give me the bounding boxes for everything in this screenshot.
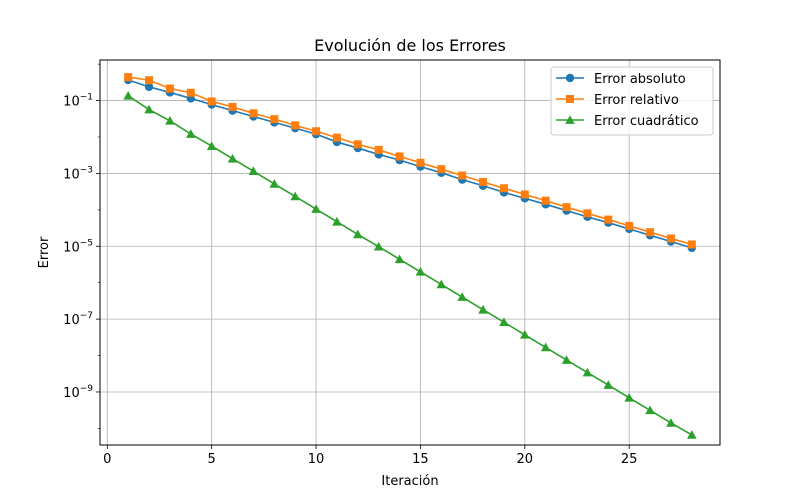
data-point [499, 317, 509, 327]
y-tick-label: 10−9 [63, 384, 93, 401]
legend-label: Error cuadrático [594, 114, 699, 129]
series-line [127, 79, 693, 249]
series-error-cuadrático [123, 91, 697, 439]
data-point [540, 342, 551, 352]
legend: Error absoluto Error relativo Error cuadrá… [550, 66, 714, 136]
data-point [248, 166, 259, 176]
data-point [249, 109, 258, 118]
data-point [395, 152, 404, 161]
data-point [478, 304, 488, 314]
data-point [666, 418, 676, 427]
legend-entry: Error relativo [556, 93, 679, 108]
series-line [128, 76, 693, 246]
data-point [394, 254, 405, 264]
data-point [311, 204, 321, 213]
series-error-relativo [124, 73, 696, 249]
data-point [646, 228, 655, 237]
data-point [227, 153, 238, 163]
data-point [332, 133, 341, 142]
data-point [165, 116, 175, 125]
y-tick-label: 10−7 [63, 311, 93, 328]
data-point [625, 221, 634, 230]
data-point [165, 84, 174, 93]
data-point [123, 91, 133, 100]
x-tick-label: 25 [621, 452, 638, 467]
data-point [373, 241, 384, 251]
data-point [458, 171, 467, 180]
y-axis-label: Error [37, 236, 52, 268]
data-point [624, 393, 634, 402]
data-point [186, 88, 195, 97]
data-point [645, 405, 655, 415]
data-point [416, 158, 425, 167]
legend-marker [566, 95, 574, 103]
data-point [374, 145, 383, 154]
x-axis-label: Iteración [381, 474, 438, 489]
data-point [687, 430, 697, 439]
data-point [206, 141, 217, 150]
legend-entries: Error absoluto Error relativo Error cuadrá… [556, 72, 699, 129]
data-point [144, 82, 154, 92]
x-tick-label: 0 [103, 452, 111, 467]
data-point [687, 240, 696, 249]
data-point [604, 215, 613, 224]
legend-label: Error relativo [594, 93, 679, 108]
data-point [520, 329, 530, 339]
data-point [290, 191, 300, 201]
data-point [312, 127, 321, 136]
data-point [583, 209, 592, 218]
x-tick-label: 5 [208, 452, 216, 467]
series-layer [123, 73, 697, 439]
legend-entry: Error absoluto [556, 72, 686, 87]
data-point [457, 292, 467, 301]
data-point [332, 216, 342, 226]
x-tick-label: 15 [412, 452, 429, 467]
x-tick-label: 10 [308, 452, 325, 467]
data-point [562, 203, 571, 212]
data-point [499, 184, 508, 193]
chart-title: Evolución de los Errores [314, 36, 506, 55]
axes-frame [99, 59, 721, 446]
legend-entry: Error cuadrático [556, 114, 699, 129]
data-point [541, 196, 550, 205]
data-point [269, 179, 280, 188]
data-point [353, 229, 363, 239]
data-point [561, 355, 572, 364]
x-tick-label: 20 [517, 452, 534, 467]
data-point [124, 73, 133, 82]
legend-label: Error absoluto [594, 72, 686, 87]
data-point [186, 129, 196, 138]
data-point [479, 177, 488, 186]
y-tick-label: 10−3 [63, 165, 93, 182]
data-point [291, 121, 300, 130]
legend-marker [565, 115, 575, 124]
data-point [603, 380, 614, 389]
data-point [520, 190, 529, 199]
data-point [436, 279, 447, 289]
data-point [228, 102, 237, 111]
y-tick-label: 10−5 [63, 238, 93, 255]
legend-marker [565, 73, 575, 83]
tick-layer: 0 5 10 15 20 25 10−9 10−7 10−5 10−3 10−1 [63, 63, 638, 467]
series-line [127, 95, 693, 436]
y-tick-label: 10−1 [63, 93, 93, 110]
data-point [270, 115, 279, 124]
data-point [415, 267, 426, 276]
data-point [145, 76, 154, 85]
data-point [582, 367, 593, 377]
legend-box [550, 66, 714, 136]
data-point [437, 165, 446, 174]
data-point [666, 234, 675, 243]
data-point [353, 140, 362, 149]
data-point [207, 97, 216, 106]
data-point [144, 104, 154, 114]
